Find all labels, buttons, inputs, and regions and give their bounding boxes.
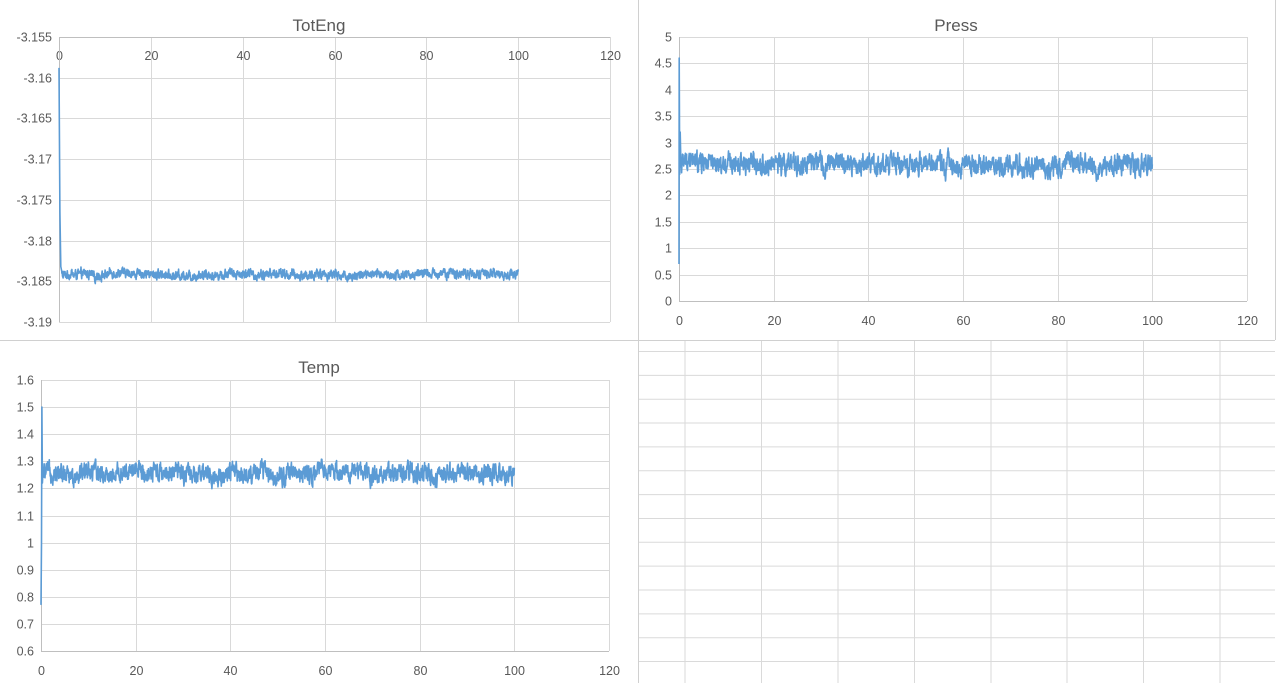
x-tick-label: 100 [504,664,525,678]
x-tick-label: 60 [329,49,343,63]
x-tick-label: 100 [1142,314,1163,328]
x-tick-label: 80 [420,49,434,63]
x-tick-label: 60 [319,664,333,678]
y-tick-label: -3.17 [24,153,53,167]
x-tick-label: 80 [414,664,428,678]
x-tick-label: 20 [130,664,144,678]
y-tick-label: 0.5 [655,269,672,283]
chart-title: TotEng [293,16,346,35]
y-tick-label: 1.3 [17,455,34,469]
y-tick-label: 2 [665,189,672,203]
chart-temp-area[interactable] [0,341,638,683]
y-tick-label: -3.155 [17,31,52,45]
x-tick-label: 0 [676,314,683,328]
series-line-temp[interactable] [40,406,516,605]
y-tick-label: 1.2 [17,482,34,496]
y-tick-label: 4 [665,84,672,98]
x-tick-label: 40 [224,664,238,678]
x-tick-label: 40 [237,49,251,63]
chart-title: Temp [298,358,340,377]
chart-press[interactable]: Press 5 4.5 4 3.5 3 2.5 2 1.5 1 0.5 00 20 40 60 80 100 12… [655,16,1258,328]
series-line-press[interactable] [678,57,1154,265]
y-tick-label: 1.5 [17,401,34,415]
y-tick-label: 2.5 [655,163,672,177]
x-tick-label: 120 [1237,314,1258,328]
chart-temp[interactable]: Temp 1.6 1.5 1.4 1.3 1.2 1.1 1 0.9 0.8 0.7 0.6 0 20 40… [17,358,620,678]
y-tick-label: 0.8 [17,591,34,605]
y-tick-label: 0.9 [17,564,34,578]
y-tick-label: 1 [27,537,34,551]
y-tick-label: -3.165 [17,112,52,126]
y-tick-label: -3.185 [17,275,52,289]
y-tick-label: 3.5 [655,110,672,124]
chart-title: Press [934,16,977,35]
y-tick-label: 1.5 [655,216,672,230]
series-line-toteng[interactable] [58,67,519,285]
x-tick-label: 20 [768,314,782,328]
x-tick-label: 120 [600,49,621,63]
y-tick-label: 5 [665,31,672,45]
y-tick-label: 0.6 [17,645,34,659]
worksheet-cell-grid[interactable] [638,340,1275,683]
chart-toteng[interactable]: TotEng -3.155 -3.16 -3.165 -3.17 -3.175 -3.18 -… [17,16,621,330]
x-tick-label: 80 [1052,314,1066,328]
y-tick-label: 1.4 [17,428,34,442]
x-tick-label: 120 [599,664,620,678]
y-tick-label: 3 [665,137,672,151]
y-tick-label: 0 [665,295,672,309]
chart-totaleng-area[interactable] [0,0,638,340]
x-tick-label: 100 [508,49,529,63]
x-tick-label: 20 [145,49,159,63]
x-tick-label: 40 [862,314,876,328]
y-tick-label: 1.6 [17,374,34,388]
y-tick-label: -3.16 [24,72,53,86]
y-tick-label: 4.5 [655,57,672,71]
y-tick-label: 1.1 [17,510,34,524]
y-tick-label: -3.175 [17,194,52,208]
x-tick-label: 60 [957,314,971,328]
y-tick-label: -3.19 [24,316,53,330]
y-tick-label: -3.18 [24,235,53,249]
y-tick-label: 0.7 [17,618,34,632]
y-tick-label: 1 [665,242,672,256]
x-tick-label: 0 [38,664,45,678]
